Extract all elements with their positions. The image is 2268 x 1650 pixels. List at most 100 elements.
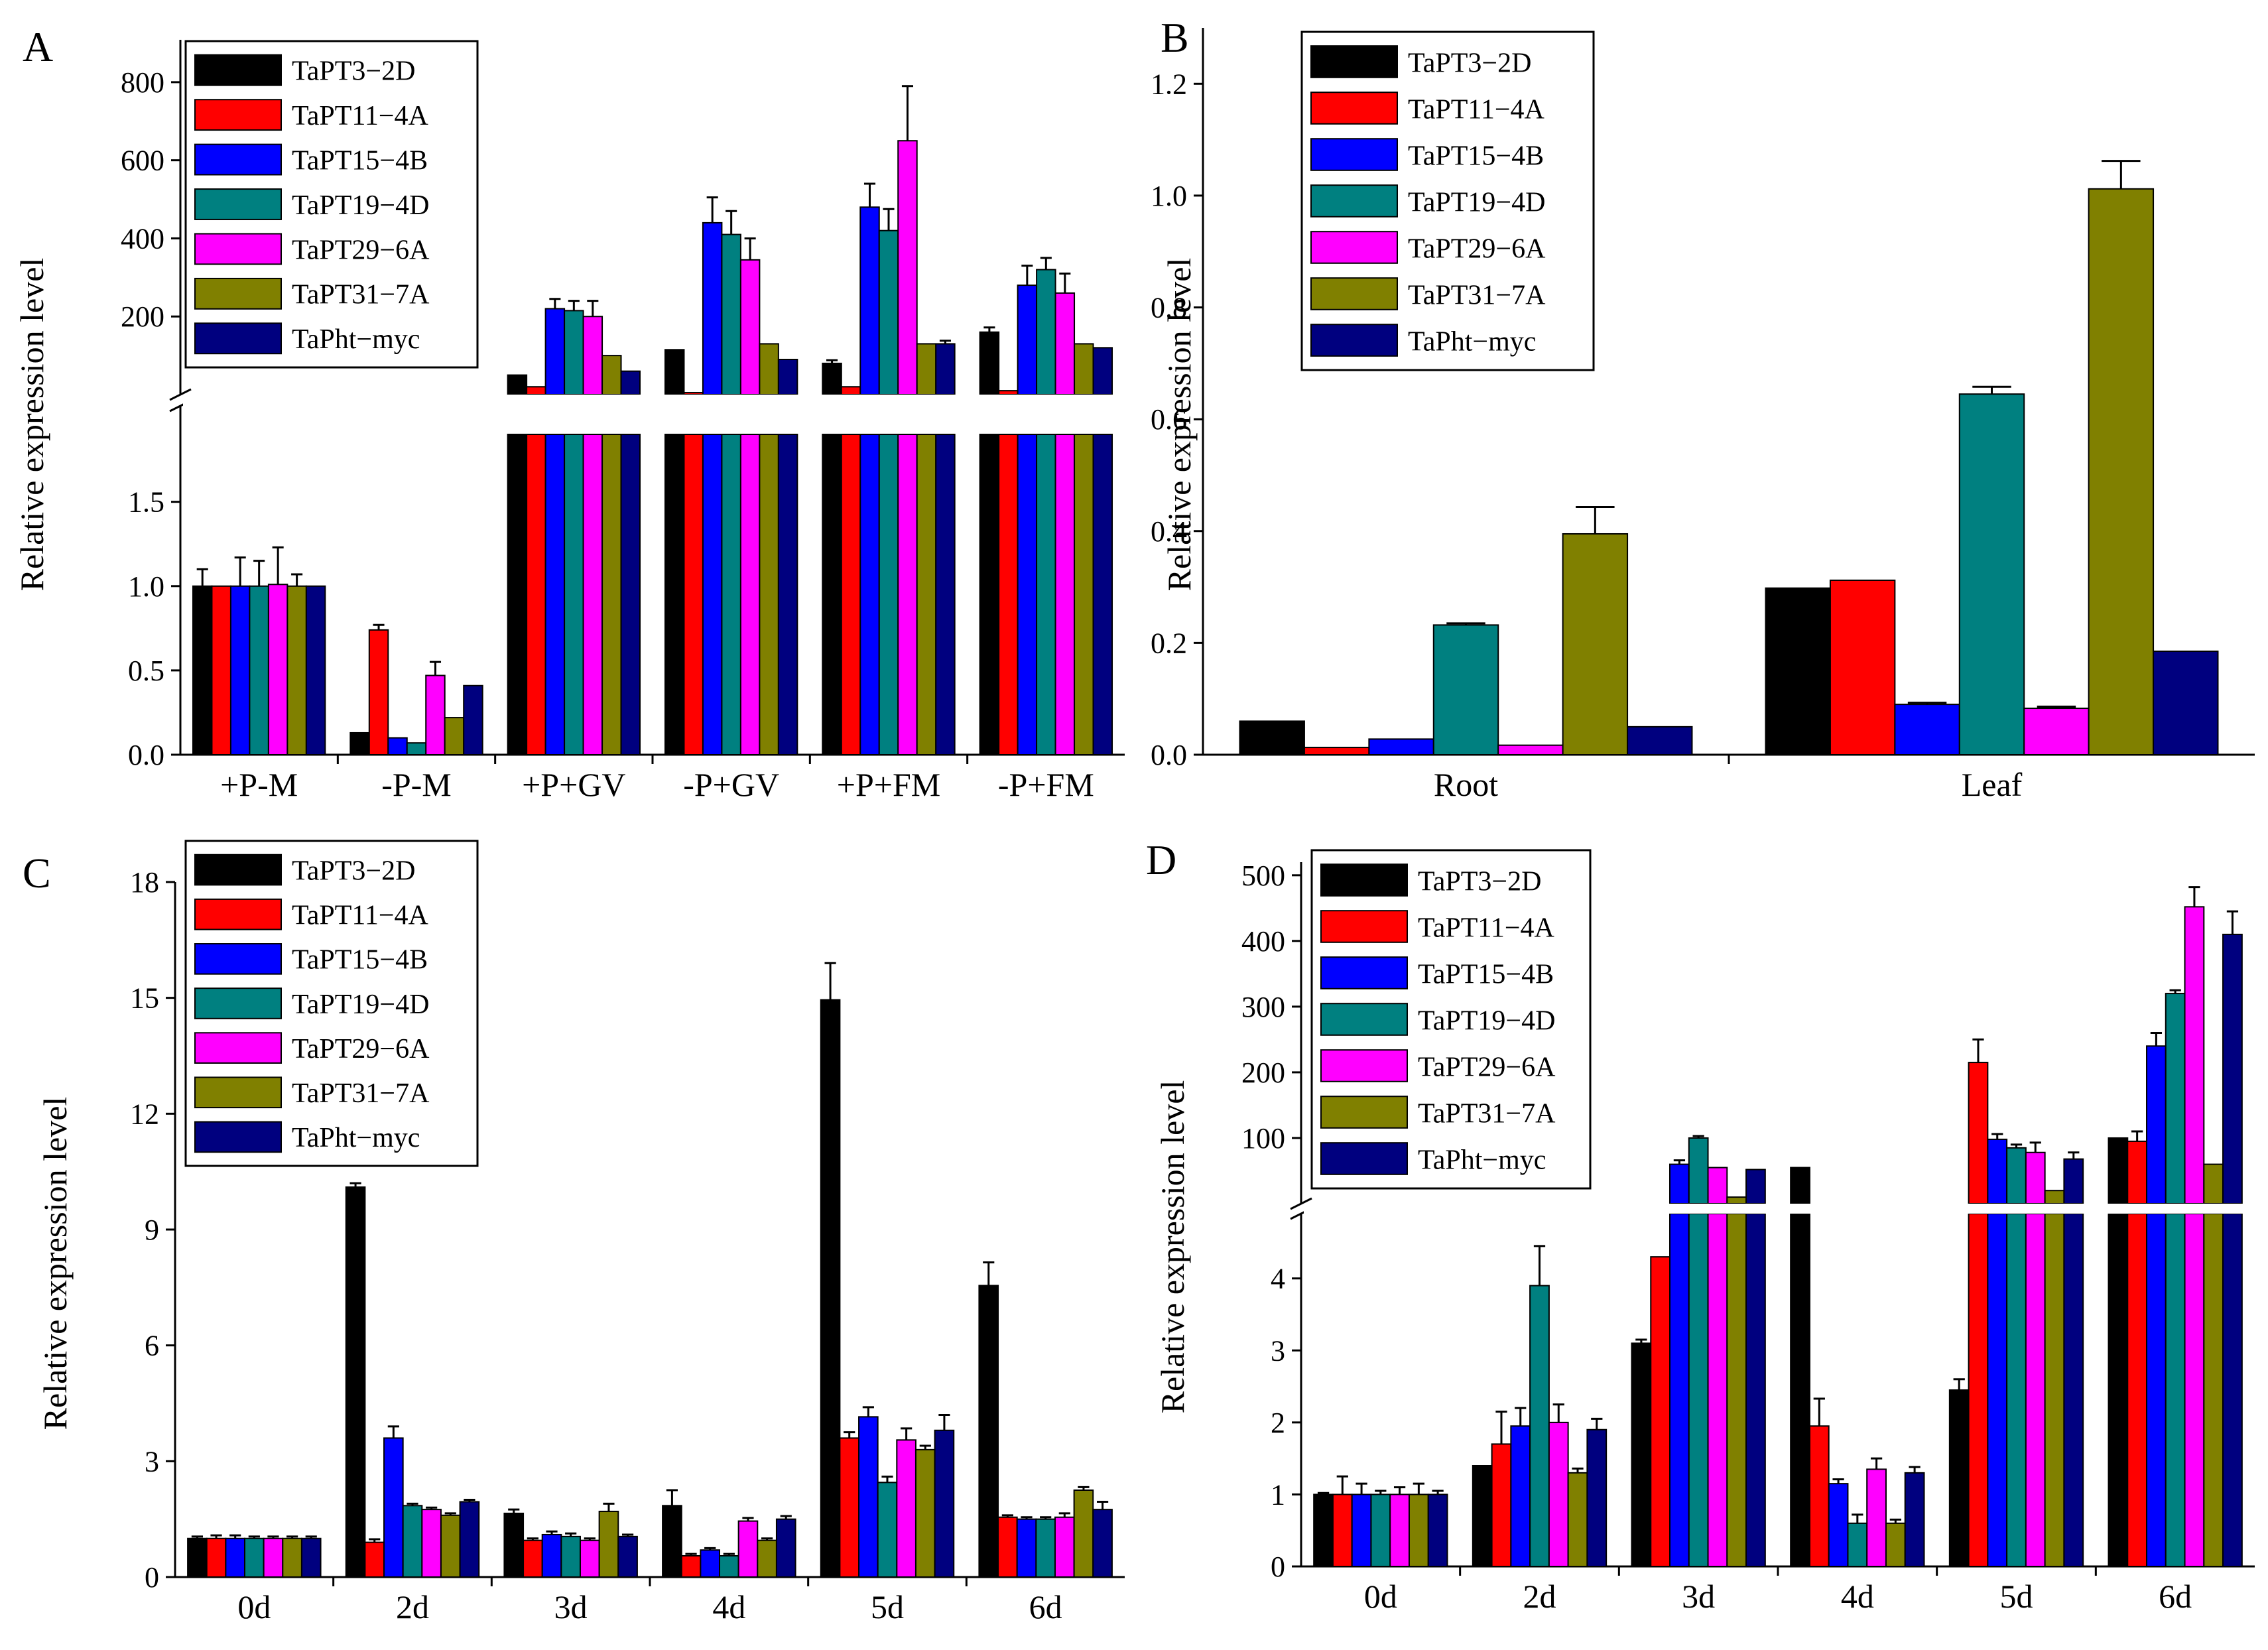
bar: [1408, 1493, 1429, 1567]
y-tick-label: 100: [1241, 1122, 1285, 1155]
bar: [305, 585, 326, 756]
bar: [1885, 1522, 1906, 1568]
bar: [739, 434, 761, 755]
bar: [737, 1520, 759, 1578]
error-bar: [1907, 702, 1947, 705]
x-category-label: 4d: [1841, 1578, 1874, 1615]
error-bar: [919, 1444, 931, 1450]
bar-upper: [721, 233, 741, 395]
bar: [680, 1555, 702, 1578]
bar-upper: [1017, 285, 1038, 395]
bar-upper: [664, 349, 685, 395]
legend-swatch: [1310, 324, 1398, 357]
bar: [1987, 1213, 2008, 1567]
x-category-label: Root: [1434, 766, 1498, 803]
legend-label: TaPht−myc: [1418, 1145, 1546, 1175]
y-tick-label: 800: [121, 66, 164, 99]
bar: [402, 1505, 423, 1578]
legend-swatch: [194, 898, 282, 930]
error-bar: [1040, 1516, 1052, 1519]
legend-swatch: [1320, 956, 1408, 989]
legend-swatch: [194, 987, 282, 1019]
legend-label: TaPT3−2D: [1408, 48, 1531, 78]
y-tick-label: 0: [145, 1561, 159, 1594]
error-bar: [1021, 265, 1033, 286]
panel-c: C Relative expression level 0 3 6 9 12 15 18 0d 2d…: [23, 840, 1125, 1625]
error-bar: [744, 237, 756, 260]
error-bar: [1673, 1159, 1686, 1165]
bar-upper: [777, 359, 798, 395]
y-tick-label: 6: [145, 1330, 159, 1362]
bar: [507, 434, 528, 755]
bar: [916, 434, 937, 755]
error-bar: [1495, 1411, 1507, 1444]
bar: [1016, 1518, 1037, 1578]
bar: [282, 1537, 302, 1578]
error-bar: [883, 208, 895, 231]
bar: [1529, 1285, 1550, 1567]
error-bar: [685, 1553, 697, 1556]
y-tick-label: 0.5: [128, 655, 164, 687]
error-bar: [2029, 1141, 2041, 1153]
bar-upper: [935, 343, 956, 396]
error-bar: [1813, 1397, 1825, 1427]
legend-swatch: [194, 188, 282, 220]
error-bar: [229, 1534, 241, 1539]
bar: [1351, 1493, 1372, 1567]
error-bar: [1375, 1490, 1387, 1495]
bar: [263, 1537, 284, 1578]
error-bar: [191, 1535, 204, 1539]
legend-swatch: [194, 54, 282, 86]
bar: [364, 1541, 385, 1578]
bar: [349, 731, 370, 756]
bar-upper: [582, 316, 603, 396]
legend-swatch: [1320, 1049, 1408, 1082]
bar: [206, 1537, 227, 1578]
legend-swatch: [194, 1121, 282, 1153]
bar: [225, 1537, 246, 1578]
bar: [1092, 1509, 1113, 1578]
error-bar: [862, 1406, 874, 1417]
bar: [998, 434, 1019, 755]
bar: [2222, 1213, 2243, 1567]
x-category-label: 6d: [2159, 1578, 2192, 1615]
bar: [1948, 1389, 1970, 1567]
error-bar: [508, 1508, 520, 1513]
bar: [664, 434, 685, 755]
bar: [662, 1505, 682, 1578]
bar: [1427, 1493, 1448, 1567]
bar: [1567, 1472, 1588, 1568]
y-axis-title: Relative expression level: [13, 258, 50, 592]
x-category-label: 0d: [237, 1588, 271, 1625]
bar: [1548, 1421, 1569, 1568]
bar: [579, 1539, 600, 1578]
bar-upper: [2108, 1137, 2129, 1205]
bar-upper: [2127, 1140, 2148, 1204]
bar: [368, 629, 389, 755]
error-bar: [2169, 989, 2181, 994]
legend-label: TaPT31−7A: [292, 280, 430, 310]
legend-swatch: [194, 322, 282, 355]
error-bar: [1336, 1475, 1348, 1495]
legend-label: TaPT19−4D: [292, 989, 429, 1020]
y-tick-label: 15: [130, 982, 159, 1015]
bar: [2044, 1213, 2065, 1567]
error-bar: [2188, 886, 2200, 907]
x-category-label: 4d: [712, 1588, 745, 1625]
y-tick-label: 300: [1241, 991, 1285, 1023]
bar: [1707, 1213, 1728, 1567]
legend-label: TaPT3−2D: [1418, 866, 1541, 897]
bar: [2153, 651, 2219, 755]
bar: [822, 434, 842, 755]
error-bar: [349, 1182, 361, 1187]
bar-upper: [979, 331, 1000, 395]
bar: [1894, 704, 1960, 755]
bar-upper: [2165, 993, 2186, 1204]
legend-label: TaPT19−4D: [1418, 1005, 1555, 1036]
bar-upper: [1036, 269, 1056, 395]
x-category-label: 3d: [554, 1588, 588, 1625]
x-category-label: 5d: [871, 1588, 904, 1625]
y-tick-label: 400: [1241, 925, 1285, 958]
bar-upper: [2025, 1151, 2046, 1204]
y-axis-title: Relative expression level: [1161, 258, 1198, 592]
